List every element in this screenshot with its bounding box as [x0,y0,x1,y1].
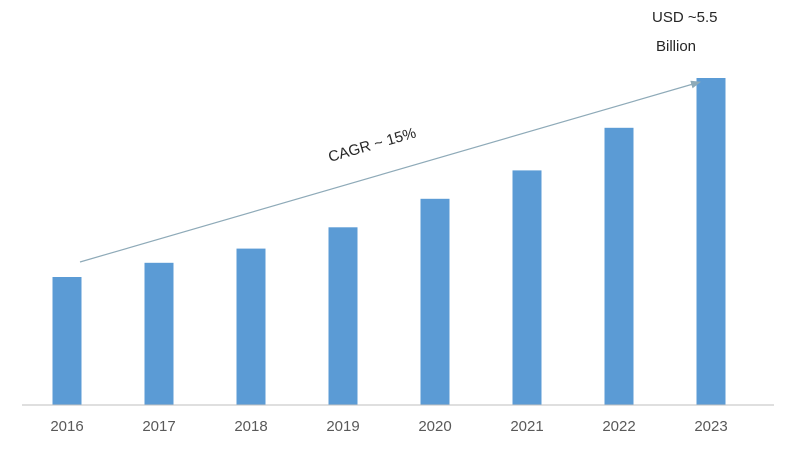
bar-2023 [696,78,726,405]
x-tick-labels: 2016 2017 2018 2019 2020 2021 2022 2023 [50,418,727,435]
x-tick-label-2023: 2023 [694,418,727,435]
cagr-trend-arrow [79,80,701,263]
x-tick-label-2021: 2021 [510,418,543,435]
x-tick-label-2016: 2016 [50,418,83,435]
bar-2016 [52,277,82,405]
x-tick-label-2017: 2017 [142,418,175,435]
x-tick-label-2022: 2022 [602,418,635,435]
x-tick-label-2019: 2019 [326,418,359,435]
bar-2021 [512,170,542,405]
bar-2022 [604,127,634,406]
end-value-annotation-line1: USD ~5.5 [652,9,717,26]
bar-2017 [144,262,174,405]
end-value-annotation-line2: Billion [656,38,696,55]
x-tick-label-2018: 2018 [234,418,267,435]
bar-2018 [236,248,266,405]
bar-2019 [328,227,358,405]
x-tick-label-2020: 2020 [418,418,451,435]
bars-group [52,78,726,406]
cagr-annotation: CAGR ~ 15% [326,125,418,166]
bar-2020 [420,198,450,405]
